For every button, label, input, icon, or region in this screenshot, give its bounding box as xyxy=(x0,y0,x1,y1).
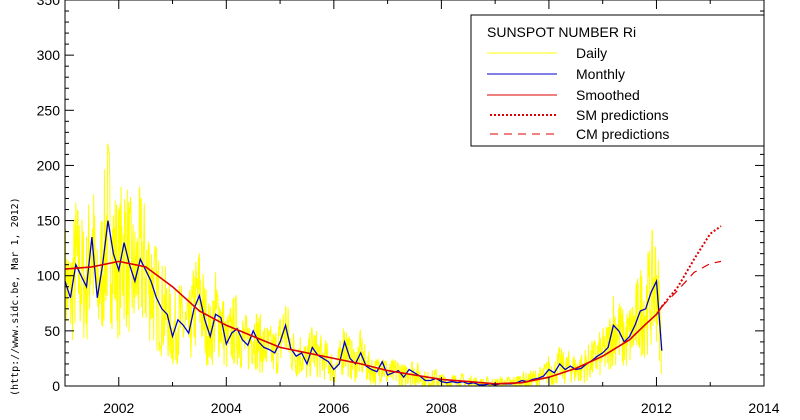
y-tick-label: 300 xyxy=(37,47,61,63)
x-tick-label: 2004 xyxy=(211,400,242,416)
source-note: (http://www.sidc.be, Mar 1, 2012) xyxy=(10,197,21,396)
daily-line xyxy=(64,143,662,388)
y-tick-label: 100 xyxy=(37,268,61,284)
legend-label-daily: Daily xyxy=(576,45,607,61)
x-tick-label: 2010 xyxy=(533,400,564,416)
y-tick-label: 250 xyxy=(37,102,61,118)
x-tick-label: 2006 xyxy=(318,400,349,416)
series-lines xyxy=(64,220,722,386)
monthly-line xyxy=(64,220,663,386)
y-tick-label: 50 xyxy=(44,323,60,339)
smoothed-line xyxy=(64,260,663,385)
plot-frame xyxy=(64,0,765,387)
x-tick-label: 2012 xyxy=(641,400,672,416)
x-tick-label: 2014 xyxy=(748,400,779,416)
legend-label-smoothed: Smoothed xyxy=(576,87,640,103)
y-tick-label: 0 xyxy=(52,378,60,394)
y-tick-label: 200 xyxy=(37,157,61,173)
y-tick-label: 350 xyxy=(37,0,61,8)
cm-predictions-line xyxy=(661,260,722,308)
legend-title: SUNSPOT NUMBER Ri xyxy=(487,24,636,40)
x-tick-label: 2002 xyxy=(103,400,134,416)
legend-label-monthly: Monthly xyxy=(576,66,625,82)
legend-box xyxy=(470,14,765,147)
x-tick-label: 2008 xyxy=(426,400,457,416)
legend-label-sm-predictions: SM predictions xyxy=(576,107,669,123)
legend: SUNSPOT NUMBER Ri Daily Monthly Smoothed… xyxy=(470,14,765,147)
daily-series xyxy=(64,143,662,388)
legend-label-cm-predictions: CM predictions xyxy=(576,126,669,142)
y-tick-label: 150 xyxy=(37,213,61,229)
sm-predictions-line xyxy=(661,225,722,308)
